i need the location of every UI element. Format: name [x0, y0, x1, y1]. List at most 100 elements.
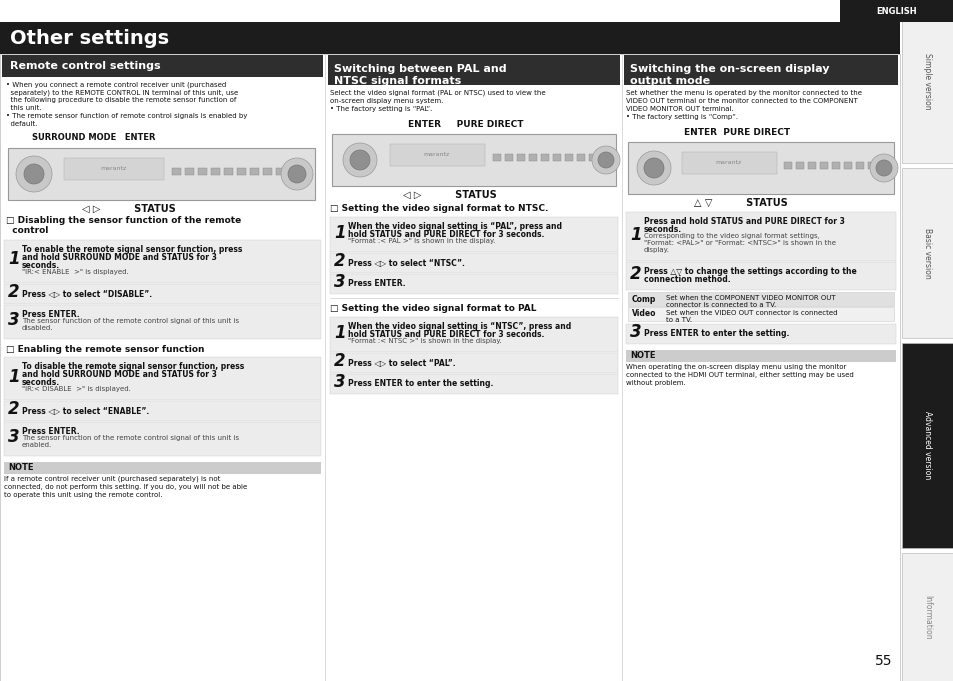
Circle shape — [24, 164, 44, 184]
Circle shape — [592, 146, 619, 174]
Bar — [0, 22, 899, 54]
Text: 1: 1 — [8, 368, 20, 385]
Text: this unit.: this unit. — [6, 105, 42, 111]
Text: marantz: marantz — [715, 161, 741, 165]
Text: Switching the on-screen display: Switching the on-screen display — [629, 64, 828, 74]
Bar — [330, 253, 618, 273]
Text: Simple version: Simple version — [923, 53, 931, 110]
Text: output mode: output mode — [629, 76, 709, 86]
Text: Press ◁▷ to select “ENABLE”.: Press ◁▷ to select “ENABLE”. — [22, 406, 149, 415]
Bar — [625, 212, 895, 261]
Text: hold STATUS and PURE DIRECT for 3 seconds.: hold STATUS and PURE DIRECT for 3 second… — [348, 330, 544, 339]
Text: The sensor function of the remote control signal of this unit is: The sensor function of the remote contro… — [22, 435, 239, 441]
Bar — [4, 240, 320, 283]
Bar — [843, 162, 851, 169]
Circle shape — [343, 143, 376, 177]
Bar — [540, 154, 548, 161]
Bar — [588, 154, 597, 161]
Text: Corresponding to the video signal format settings,: Corresponding to the video signal format… — [643, 233, 819, 239]
Text: "IR:< ENABLE  >" is displayed.: "IR:< ENABLE >" is displayed. — [22, 269, 129, 275]
Text: 3: 3 — [334, 273, 345, 291]
Text: • The remote sensor function of remote control signals is enabled by: • The remote sensor function of remote c… — [6, 113, 247, 119]
Bar — [625, 324, 895, 344]
Text: Remote control settings: Remote control settings — [10, 61, 160, 71]
Text: ◁ ▷          STATUS: ◁ ▷ STATUS — [82, 204, 175, 214]
Bar — [236, 168, 246, 175]
Bar — [8, 148, 314, 200]
Bar — [4, 305, 320, 339]
Text: Switching between PAL and: Switching between PAL and — [334, 64, 506, 74]
Text: Press ENTER.: Press ENTER. — [348, 279, 405, 288]
Text: Press and hold STATUS and PURE DIRECT for 3: Press and hold STATUS and PURE DIRECT fo… — [643, 217, 844, 226]
Text: Advanced version: Advanced version — [923, 411, 931, 479]
Text: Press △▽ to change the settings according to the: Press △▽ to change the settings accordin… — [643, 267, 856, 276]
Text: separately) to the REMOTE CONTROL IN terminal of this unit, use: separately) to the REMOTE CONTROL IN ter… — [6, 89, 238, 95]
Bar — [901, 553, 953, 681]
Text: on-screen display menu system.: on-screen display menu system. — [330, 98, 443, 104]
Text: "Format :< PAL >" is shown in the display.: "Format :< PAL >" is shown in the displa… — [348, 238, 495, 244]
Circle shape — [637, 151, 670, 185]
Bar — [332, 134, 616, 186]
Bar — [901, 0, 953, 163]
Text: Basic version: Basic version — [923, 227, 931, 279]
Circle shape — [350, 150, 370, 170]
Text: 3: 3 — [334, 373, 345, 391]
Text: 3: 3 — [8, 428, 20, 446]
Text: marantz: marantz — [101, 166, 127, 172]
Bar — [807, 162, 815, 169]
Text: disabled.: disabled. — [22, 325, 53, 331]
Bar — [820, 162, 827, 169]
Text: connector is connected to a TV.: connector is connected to a TV. — [665, 302, 776, 308]
Text: When the video signal setting is “PAL”, press and: When the video signal setting is “PAL”, … — [348, 222, 561, 231]
Circle shape — [643, 158, 663, 178]
Text: SURROUND MODE   ENTER: SURROUND MODE ENTER — [32, 133, 155, 142]
Text: △ ▽          STATUS: △ ▽ STATUS — [693, 198, 787, 208]
Circle shape — [288, 165, 306, 183]
Bar — [855, 162, 863, 169]
Bar — [901, 168, 953, 338]
Text: VIDEO OUT terminal or the monitor connected to the COMPONENT: VIDEO OUT terminal or the monitor connec… — [625, 98, 857, 104]
Circle shape — [16, 156, 52, 192]
Bar — [627, 142, 893, 194]
Bar — [795, 162, 803, 169]
Bar — [4, 462, 320, 474]
Text: When operating the on-screen display menu using the monitor: When operating the on-screen display men… — [625, 364, 845, 370]
Bar — [185, 168, 193, 175]
Bar — [250, 168, 258, 175]
Bar — [4, 357, 320, 400]
Text: Press ENTER to enter the setting.: Press ENTER to enter the setting. — [643, 329, 788, 338]
Text: Press ENTER to enter the setting.: Press ENTER to enter the setting. — [348, 379, 493, 388]
Bar — [529, 154, 537, 161]
Text: • When you connect a remote control receiver unit (purchased: • When you connect a remote control rece… — [6, 81, 226, 87]
Circle shape — [598, 152, 614, 168]
Bar — [64, 158, 164, 180]
Text: NOTE: NOTE — [8, 464, 33, 473]
Bar — [263, 168, 272, 175]
Text: connected, do not perform this setting. If you do, you will not be able: connected, do not perform this setting. … — [4, 484, 247, 490]
Circle shape — [281, 158, 313, 190]
Text: • The factory setting is “Comp”.: • The factory setting is “Comp”. — [625, 114, 738, 120]
Text: the following procedure to disable the remote sensor function of: the following procedure to disable the r… — [6, 97, 236, 103]
Text: • The factory setting is “PAL”.: • The factory setting is “PAL”. — [330, 106, 432, 112]
Text: If a remote control receiver unit (purchased separately) is not: If a remote control receiver unit (purch… — [4, 476, 220, 483]
Text: 2: 2 — [629, 265, 641, 283]
Text: enabled.: enabled. — [22, 442, 52, 448]
Bar — [330, 217, 618, 252]
Text: Other settings: Other settings — [10, 29, 169, 48]
Text: □ Disabling the sensor function of the remote: □ Disabling the sensor function of the r… — [6, 216, 241, 225]
Text: When the video signal setting is “NTSC”, press and: When the video signal setting is “NTSC”,… — [348, 322, 571, 331]
Bar — [2, 55, 323, 77]
Text: To disable the remote signal sensor function, press: To disable the remote signal sensor func… — [22, 362, 244, 371]
Bar — [623, 55, 897, 85]
Text: ENTER  PURE DIRECT: ENTER PURE DIRECT — [683, 128, 789, 137]
Text: and hold SURROUND MODE and STATUS for 3: and hold SURROUND MODE and STATUS for 3 — [22, 253, 216, 262]
Text: □ Setting the video signal format to NTSC.: □ Setting the video signal format to NTS… — [330, 204, 548, 213]
Bar — [577, 154, 584, 161]
Text: Information: Information — [923, 595, 931, 639]
Text: 2: 2 — [334, 252, 345, 270]
Text: Comp: Comp — [631, 294, 656, 304]
Bar — [553, 154, 560, 161]
Bar — [625, 262, 895, 290]
Text: Press ◁▷ to select “PAL”.: Press ◁▷ to select “PAL”. — [348, 358, 456, 367]
Text: to operate this unit using the remote control.: to operate this unit using the remote co… — [4, 492, 162, 498]
